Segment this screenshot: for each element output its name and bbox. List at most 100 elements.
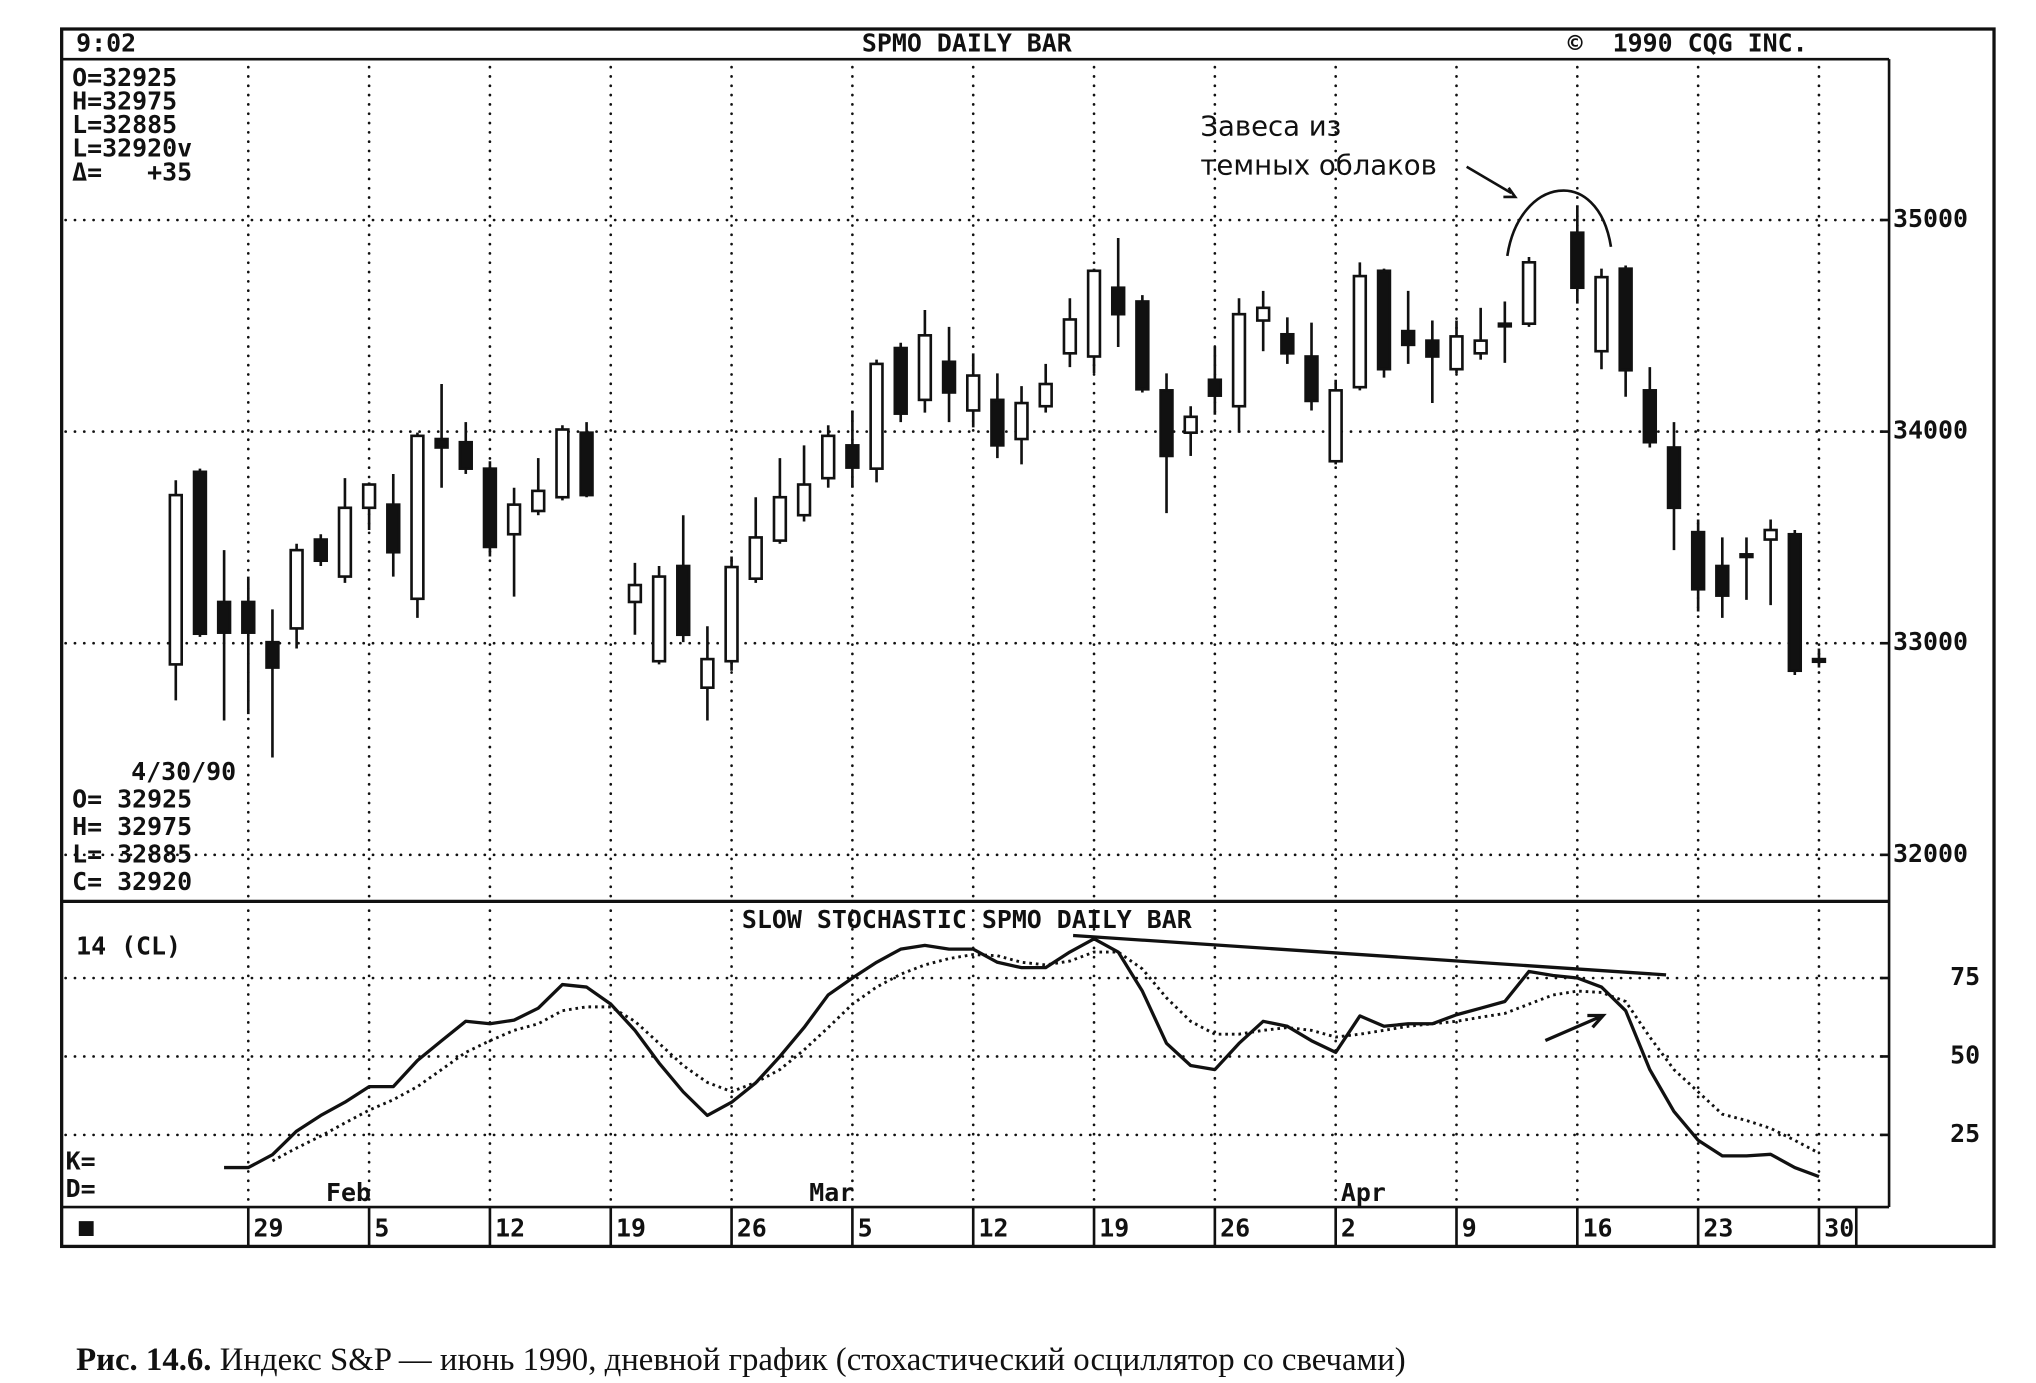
info-bottom: 4/30/90 [131,757,236,786]
candle-body [651,575,667,663]
series-line [224,937,1820,1179]
month-label: Feb [326,1178,371,1207]
info-top: L=32920v [72,134,192,163]
candle-body [990,398,1005,447]
x-tick-label: 5 [374,1213,389,1242]
candle-body [1400,329,1416,347]
candle-body [1763,528,1778,541]
legend-label: D= [66,1174,96,1203]
candle-body [1135,300,1150,391]
candle-body [1038,382,1053,408]
candle-body [434,437,449,449]
candle-body [724,565,739,663]
candle-body [1425,339,1440,358]
info-bottom: C= 32920 [72,867,192,896]
x-tick-label: 26 [737,1213,767,1242]
annotation-arrowhead [1503,186,1518,199]
x-tick-label: 26 [1220,1213,1250,1242]
frame [60,27,1996,1249]
candle-body [821,434,836,480]
candle-body [337,506,353,578]
candle-body [748,536,763,581]
x-tick-label: 9 [1462,1213,1477,1242]
annotation-arrow [1465,165,1512,195]
candle-body [410,434,425,601]
candle-body [506,503,522,536]
x-tick-label: 16 [1583,1213,1613,1242]
x-tick-label: 12 [495,1213,525,1242]
candle-body [531,489,546,513]
candle-body [555,428,570,499]
y-tick-label: 75 [1950,962,1980,991]
x-tick-label: 19 [1099,1213,1129,1242]
candle-body [1739,553,1754,559]
corner-mark: ■ [79,1212,94,1241]
candle-body [1328,389,1343,463]
candle-body [941,360,957,394]
candle-body [1255,306,1271,322]
x-tick-label: 12 [978,1213,1008,1242]
y-tick-label: 34000 [1893,416,1968,445]
candle-body [241,600,256,634]
info-top: O=32925 [72,63,177,92]
stochastic-period: 14 (CL) [76,931,181,960]
candle-body [1473,339,1488,355]
caption-text: Индекс S&P — июнь 1990, дневной график (… [212,1341,1406,1377]
candle-body [1352,274,1368,389]
candle-body [1110,286,1126,316]
info-top: L=32885 [72,110,177,139]
stochastic-title: SLOW STOCHASTIC SPMO DAILY BAR [742,905,1192,934]
candle-body [216,600,232,634]
candle-body [1449,335,1464,371]
candle-body [482,467,498,549]
annotation: темных облаков [1200,150,1437,182]
info-top: Δ= +35 [72,157,192,186]
candle-body [1811,657,1827,664]
x-tick-label: 23 [1703,1213,1733,1242]
y-tick-label: 32000 [1893,839,1968,868]
candle-body [1787,532,1803,673]
candle-body [192,470,208,636]
annotation: Завеса из [1200,110,1341,142]
candle-body [1304,355,1319,403]
candle-body [1014,401,1029,441]
candle-body [1570,231,1585,290]
candle-body [313,538,328,563]
candle-body [1642,389,1658,444]
month-label: Mar [809,1178,854,1207]
candle-body [1231,312,1247,408]
header-time: 9:02 [76,29,136,58]
candle-body [869,362,884,470]
candle-body [772,495,788,542]
candle-body [796,483,812,517]
candle-body [1715,564,1730,597]
y-tick-label: 25 [1950,1119,1980,1148]
header-copyright: © 1990 CQG INC. [1568,29,1808,58]
info-bottom: O= 32925 [72,784,192,813]
x-tick-label: 19 [616,1213,646,1242]
candle-body [965,374,981,412]
series-line [271,950,1820,1163]
candle-body [1618,267,1633,372]
candle-body [700,657,715,689]
info-bottom: H= 32975 [72,812,192,841]
candle-body [1521,261,1537,326]
y-tick-label: 50 [1950,1040,1980,1069]
caption-label: Рис. 14.6. [76,1341,211,1377]
candle-body [1086,269,1102,358]
candle-body [361,483,377,510]
candle-body [289,548,304,630]
candle-body [1690,530,1706,591]
caption: Рис. 14.6. Индекс S&P — июнь 1990, дневн… [76,1341,1406,1377]
candle-body [1666,446,1682,510]
candle-body [386,503,401,554]
candle-body [917,334,933,402]
month-label: Apr [1341,1178,1386,1207]
candle-body [1062,318,1078,355]
candle-body [168,493,184,666]
candle-body [265,640,280,669]
candle-body [1594,275,1609,353]
x-tick-label: 2 [1341,1213,1356,1242]
